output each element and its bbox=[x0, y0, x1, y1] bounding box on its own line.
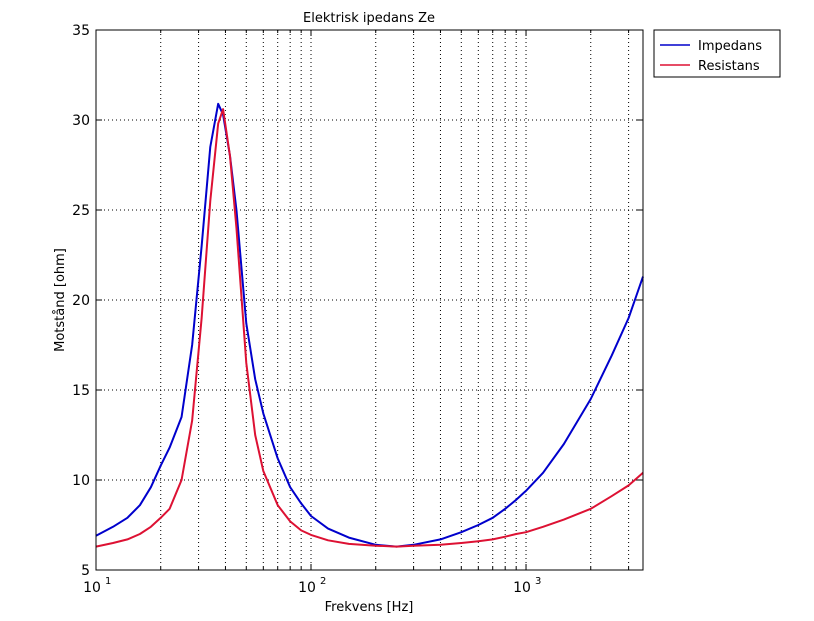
x-tick-label: 10 bbox=[513, 580, 531, 596]
legend: Impedans Resistans bbox=[653, 29, 781, 78]
y-axis-label: Motstånd [ohm] bbox=[53, 248, 68, 352]
x-tick-label-exponent: 1 bbox=[105, 576, 111, 587]
legend-box bbox=[653, 29, 781, 78]
series-line-impedans bbox=[95, 102, 644, 548]
series-layer bbox=[95, 102, 644, 548]
y-tick-label: 5 bbox=[81, 563, 90, 579]
chart-title: Elektrisk ipedans Ze bbox=[303, 11, 435, 26]
legend-label-impedans: Impedans bbox=[698, 39, 762, 54]
x-axis-label: Frekvens [Hz] bbox=[325, 600, 414, 615]
y-tick-label: 25 bbox=[72, 203, 90, 219]
x-tick-label-exponent: 2 bbox=[320, 576, 326, 587]
series-line-resistans bbox=[95, 108, 644, 548]
y-tick-label: 10 bbox=[72, 473, 90, 489]
y-tick-label: 30 bbox=[72, 113, 90, 129]
x-tick-label: 10 bbox=[83, 580, 101, 596]
x-tick-label-exponent: 3 bbox=[535, 576, 541, 587]
y-tick-label: 15 bbox=[72, 383, 90, 399]
y-tick-label: 35 bbox=[72, 23, 90, 39]
x-tick-label: 10 bbox=[298, 580, 316, 596]
y-tick-label: 20 bbox=[72, 293, 90, 309]
legend-label-resistans: Resistans bbox=[698, 59, 760, 74]
